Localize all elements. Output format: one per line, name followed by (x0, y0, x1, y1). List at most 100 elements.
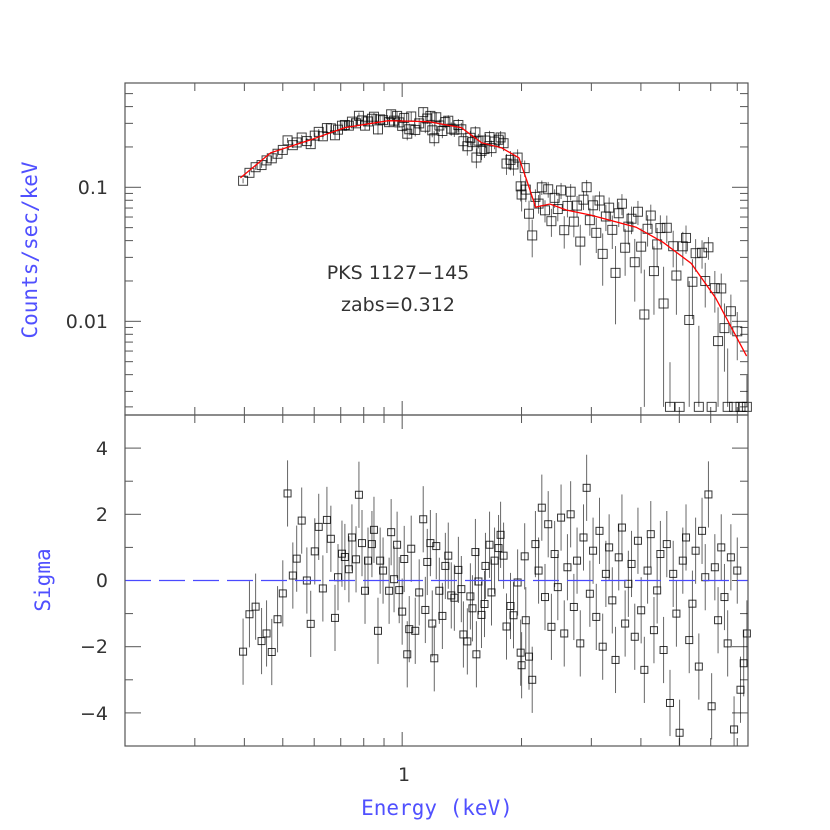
spectrum-data-point (716, 283, 727, 294)
residual-data-point (292, 554, 301, 563)
spectrum-data-point (456, 124, 467, 135)
residual-data-point (553, 583, 562, 592)
spectrum-data-point (722, 401, 733, 412)
residual-data-point (569, 602, 578, 611)
residual-data-point (576, 639, 585, 648)
residual-data-point (432, 542, 441, 551)
residual-data-point (454, 565, 463, 574)
residual-data-point (520, 552, 529, 561)
spectrum-data-point (425, 110, 436, 121)
spectrum-data-point (527, 230, 538, 241)
spectrum-data-point (287, 140, 298, 151)
x-axis-label: Energy (keV) (361, 796, 513, 820)
spectrum-data-point (591, 227, 602, 238)
residual-data-point (640, 665, 649, 674)
spectrum-data-point (629, 257, 640, 268)
residual-data-point (589, 546, 598, 555)
residual-data-point (411, 626, 420, 635)
spectrum-data-point (471, 152, 482, 163)
residual-data-point (669, 569, 678, 578)
residual-data-point (358, 539, 367, 548)
residual-data-point (496, 530, 505, 539)
spectrum-data-point (572, 200, 583, 211)
spectrum-data-point (512, 152, 523, 163)
residual-data-point (426, 539, 435, 548)
spectrum-data-point (486, 143, 497, 154)
spectrum-data-point (693, 401, 704, 412)
residual-data-point (547, 622, 556, 631)
spectrum-data-point (684, 314, 695, 325)
spectrum-data-point (581, 182, 592, 193)
residual-data-point (534, 566, 543, 575)
spectrum-data-point (301, 136, 312, 147)
residual-data-point (373, 626, 382, 635)
residual-data-point (330, 613, 339, 622)
y-tick-label-0.01: 0.01 (66, 311, 108, 333)
spectrum-data-point (690, 248, 701, 259)
residual-data-point (653, 586, 662, 595)
spectrum-data-point (296, 132, 307, 143)
residual-data-point (428, 619, 437, 628)
spectrum-data-point (626, 213, 637, 224)
residual-data-point (438, 611, 447, 620)
spectrum-data-point (501, 158, 512, 169)
spectrum-data-point (597, 248, 608, 259)
residual-data-point (379, 566, 388, 575)
spectrum-points (238, 107, 752, 412)
residual-data-point (444, 551, 453, 560)
y-axis-label-sigma: Sigma (31, 548, 55, 611)
sigma-tick-label-0: 0 (96, 570, 108, 592)
spectrum-data-point (467, 137, 478, 148)
spectrum-data-point (309, 130, 320, 141)
residual-data-point (273, 615, 282, 624)
residual-data-point (468, 604, 477, 613)
residual-data-point (306, 619, 315, 628)
residual-data-point (633, 536, 642, 545)
spectrum-data-point (661, 222, 672, 233)
spectrum-data-point (399, 112, 410, 123)
y-axis-label-counts: Counts/sec/keV (18, 161, 42, 338)
residual-data-point (463, 637, 472, 646)
residual-data-point (513, 578, 522, 587)
spectrum-data-point (420, 121, 431, 132)
residual-data-point (557, 513, 566, 522)
residual-data-point (509, 611, 518, 620)
spectrum-data-point (539, 205, 550, 216)
spectrum-data-point (446, 123, 457, 134)
residual-data-point (582, 483, 591, 492)
spectrum-data-point (495, 132, 506, 143)
residual-data-point (400, 554, 409, 563)
residual-data-point (630, 632, 639, 641)
residual-data-point (698, 526, 707, 535)
spectrum-data-point (584, 215, 595, 226)
spectrum-data-point (725, 306, 736, 317)
residual-data-point (707, 702, 716, 711)
residual-data-point (608, 596, 617, 605)
residual-data-point (393, 540, 402, 549)
residual-data-point (251, 602, 260, 611)
residual-data-point (421, 605, 430, 614)
residual-data-point (595, 526, 604, 535)
residual-data-point (717, 543, 726, 552)
spectrum-data-point (632, 206, 643, 217)
residual-data-point (481, 561, 490, 570)
residual-data-point (675, 728, 684, 737)
residual-data-point (441, 561, 450, 570)
residual-data-point (369, 525, 378, 534)
residual-data-point (314, 522, 323, 531)
residual-data-point (688, 599, 697, 608)
spectrum-data-point (687, 276, 698, 287)
residual-data-point (419, 515, 428, 524)
spectrum-data-point (636, 241, 647, 252)
spectrum-data-point (372, 124, 383, 135)
residual-data-point (646, 530, 655, 539)
spectrum-data-point (700, 276, 711, 287)
spectrum-data-point (429, 133, 440, 144)
residual-data-point (637, 606, 646, 615)
spectrum-data-point (648, 266, 659, 277)
spectrum-data-point (681, 232, 692, 243)
residual-data-point (685, 636, 694, 645)
spectrum-data-point (741, 401, 752, 412)
residual-points (239, 454, 751, 746)
